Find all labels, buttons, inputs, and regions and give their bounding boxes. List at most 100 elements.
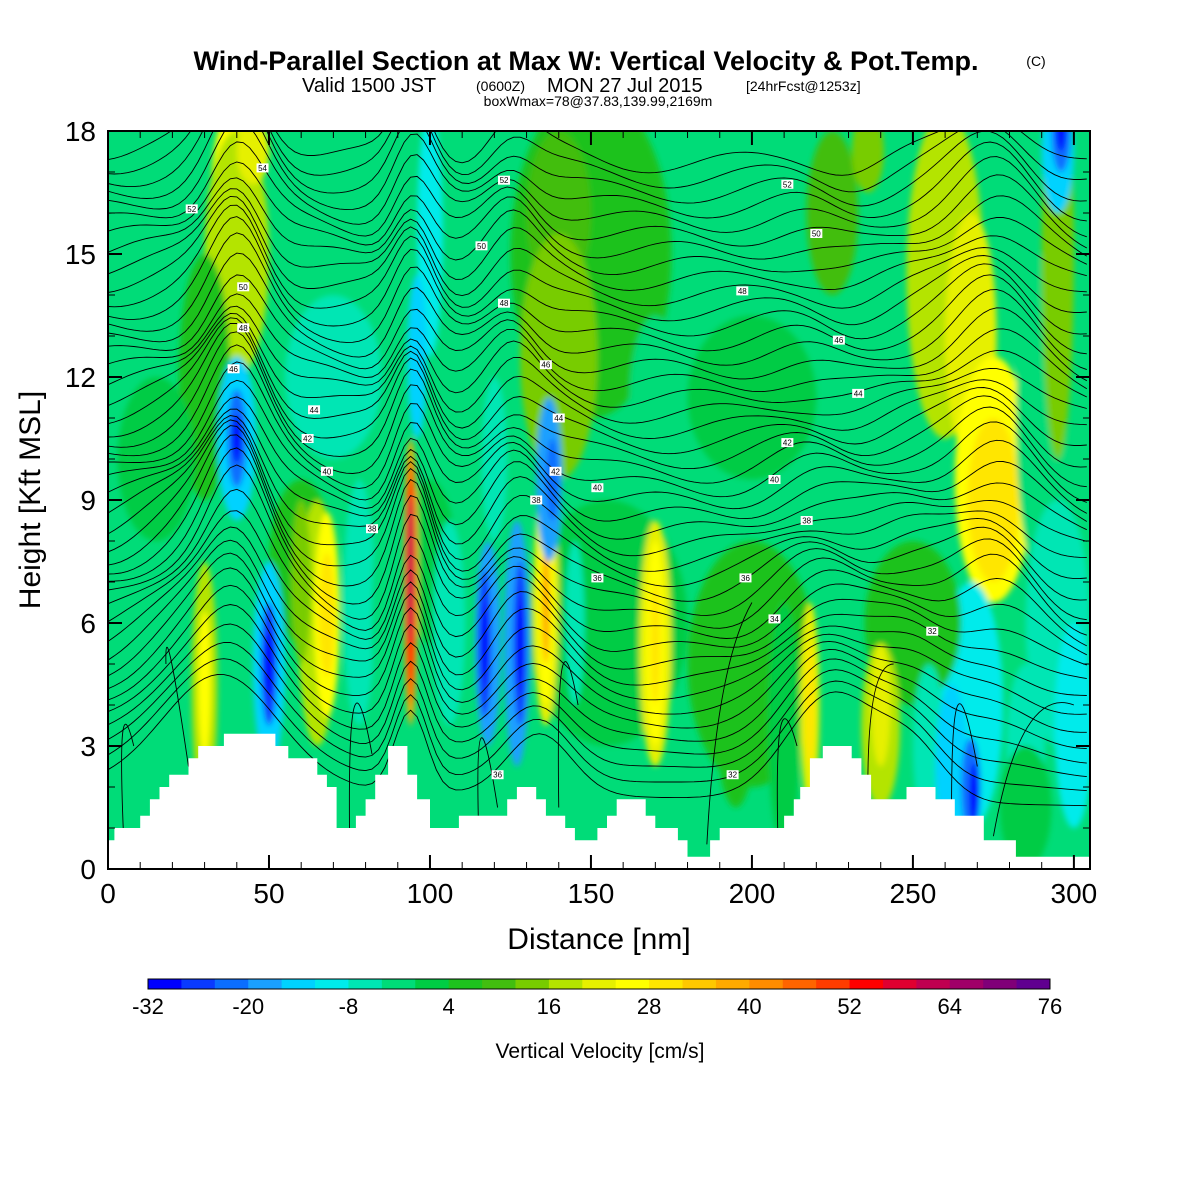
isentrope-line: [108, 604, 1087, 750]
isentrope-label-box: [800, 516, 813, 525]
velocity-blob: [481, 602, 488, 685]
colorbar-swatch: [281, 979, 316, 989]
isentrope-line: [108, 317, 1087, 439]
isentrope-line: [557, 661, 579, 808]
isentrope-label-box: [781, 179, 794, 189]
isentrope-label-box: [926, 626, 939, 636]
isentrope-line: [108, 539, 1087, 686]
isentrope-label: 50: [812, 230, 821, 239]
isentrope-line: [108, 464, 1087, 636]
colorbar-frame: [147, 978, 1051, 990]
colorbar-swatch: [916, 979, 951, 989]
isentrope-label-box: [552, 413, 565, 423]
velocity-blob: [1054, 623, 1090, 828]
isentrope-label-box: [739, 573, 752, 583]
isentrope-label: 40: [593, 484, 602, 493]
isentrope-label: 32: [928, 627, 937, 636]
colorbar-swatch: [849, 979, 884, 989]
x-tick-label: 0: [100, 878, 116, 909]
isentrope-label-box: [227, 364, 240, 374]
isentrope-label: 50: [239, 283, 248, 292]
isentrope-line: [108, 344, 1087, 488]
colorbar-title: Vertical Velocity [cm/s]: [496, 1040, 705, 1063]
isentrope-label-box: [852, 388, 865, 398]
y-axis-label: Height [Kft MSL]: [14, 391, 47, 609]
isentrope-label-box: [591, 483, 604, 493]
isentrope-label: 52: [500, 176, 509, 185]
isentrope-label: 46: [229, 365, 238, 374]
isentrope-line: [108, 131, 1087, 222]
isentrope-label: 52: [187, 205, 196, 214]
x-tick-label: 200: [729, 878, 776, 909]
isentrope-label: 36: [493, 771, 502, 780]
isentrope-line: [108, 216, 1087, 340]
x-axis-label: Distance [nm]: [507, 923, 690, 956]
isentrope-line: [108, 379, 1088, 514]
isentrope-line: [108, 674, 1087, 807]
isentrope-line: [108, 419, 1087, 572]
isentrope-label: 46: [834, 336, 843, 345]
isentrope-line: [108, 434, 1087, 602]
colorbar-swatch: [949, 979, 984, 989]
isentrope-line: [108, 188, 1087, 291]
isentrope-line: [108, 305, 1087, 408]
colorbar-swatch: [582, 979, 617, 989]
isentrope-line: [108, 361, 1087, 503]
velocity-blob: [871, 643, 891, 767]
isentrope-line: [108, 131, 1087, 207]
isentrope-line: [108, 658, 1087, 792]
isentrope-label-box: [768, 614, 781, 624]
velocity-blob: [806, 131, 859, 295]
isentrope-label-box: [498, 298, 511, 308]
colorbar-swatch: [348, 979, 383, 989]
colorbar-swatch: [649, 979, 684, 989]
velocity-blob: [969, 762, 979, 828]
isentrope-label-box: [530, 495, 543, 505]
valid-local: Valid 1500 JST: [302, 75, 436, 97]
velocity-blob: [716, 643, 756, 808]
isentrope-line: [706, 602, 753, 845]
isentrope-label: 44: [854, 389, 863, 398]
colorbar-tick-label: 76: [1038, 994, 1062, 1019]
colorbar-swatch: [548, 979, 583, 989]
isentrope-label: 40: [770, 476, 779, 485]
isentrope-line: [108, 488, 1088, 647]
y-tick-label: 6: [80, 608, 96, 639]
colorbar-swatch: [248, 979, 283, 989]
y-tick-label: 9: [80, 485, 96, 516]
y-tick-label: 12: [65, 362, 96, 393]
valid-utc: (0600Z): [476, 78, 525, 94]
isentrope-line: [165, 646, 189, 767]
isentrope-line: [108, 131, 1087, 176]
terrain-mask: [108, 733, 1090, 869]
isentrope-line: [108, 252, 1087, 371]
x-tick-label: 300: [1051, 878, 1098, 909]
isentrope-line: [108, 274, 1088, 382]
colorbar-swatch: [415, 979, 450, 989]
x-tick-label: 150: [568, 878, 615, 909]
velocity-blob: [1056, 131, 1066, 152]
colorbar-labels: -32 -20 -8 4 16 28 40 52 64 76: [132, 994, 1062, 1019]
isentrope-line: [108, 408, 1087, 540]
isentrope-label-box: [256, 163, 269, 173]
isentrope-line: [108, 141, 1088, 249]
isentrope-line: [108, 331, 1087, 470]
isentrope-label: 50: [477, 242, 486, 251]
y-tick-label: 18: [65, 116, 96, 147]
isentrope-label: 44: [310, 406, 319, 415]
isentrope-label-box: [308, 405, 321, 415]
isentrope-line: [867, 663, 894, 788]
colorbar-swatch: [882, 979, 917, 989]
isentrope-line: [108, 526, 1087, 670]
isentrope-label: 42: [551, 467, 560, 476]
isentrope-line: [108, 204, 1087, 326]
colorbar-swatch: [482, 979, 516, 989]
isentrope-label-box: [736, 286, 749, 296]
x-tick-label: 250: [890, 878, 937, 909]
colorbar-swatch: [782, 979, 817, 989]
colorbar-tick-label: 52: [837, 994, 861, 1019]
isentrope-line: [108, 177, 1087, 276]
isentrope-labels: 54 52 52 52 50 50 50 48 48 48 46 46 46 44 44 44 42 42 42 40…: [185, 163, 939, 780]
isentrope-line: [108, 510, 1088, 656]
colorbar-swatch: [682, 979, 717, 989]
